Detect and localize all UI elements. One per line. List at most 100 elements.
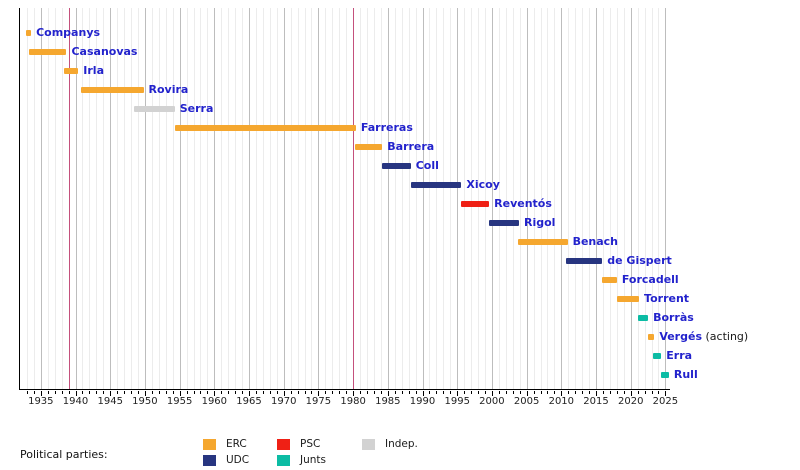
president-name: Serra [179,102,214,115]
gridline-minor [151,8,153,389]
gridline-minor [186,8,188,389]
gridline-minor [325,8,327,389]
axis-tick-minor [609,390,611,394]
axis-tick-label: 1970 [270,396,297,407]
gridline-minor [644,8,646,389]
axis-tick-minor [193,390,195,394]
bar-xicoy [410,182,462,188]
axis-tick-label: 2005 [513,396,540,407]
bar-irla [63,68,79,74]
axis-tick-minor [505,390,507,394]
axis-tick-minor [450,390,452,394]
axis-tick-minor [346,390,348,394]
gridline-minor [96,8,98,389]
legend-swatch-udc [203,454,216,466]
gridline-minor [228,8,230,389]
gridline-minor [332,8,334,389]
gridline-minor [394,8,396,389]
gridline-major [214,8,216,389]
axis-tick-major [596,390,598,396]
gridline-minor [540,8,542,389]
label-de-gispert: de Gispert [607,254,672,268]
bar-coll [382,163,411,169]
axis-tick-major [353,390,355,396]
axis-tick-label: 1995 [444,396,470,407]
label-verges: Vergés (acting) [659,330,748,344]
gridline-minor [131,8,133,389]
axis-tick-minor [512,390,514,394]
gridline-minor [478,8,480,389]
bar-rigol [489,220,519,226]
gridline-minor [589,8,591,389]
gridline-minor [346,8,348,389]
axis-tick-minor [394,390,396,394]
axis-tick-minor [436,390,438,394]
axis-tick-minor [547,390,549,394]
label-casanovas: Casanovas [71,45,137,59]
axis-tick-major [457,390,459,396]
gridline-major [75,8,77,389]
axis-tick-minor [103,390,105,394]
axis-tick-minor [554,390,556,394]
label-reventos: Reventós [494,197,552,211]
legend-item-indep-: Indep. [362,438,418,450]
legend-title: Political parties: [20,448,108,461]
gridline-major [457,8,459,389]
axis-tick-minor [151,390,153,394]
president-name: Rull [673,368,698,381]
axis-tick-label: 2000 [479,396,505,407]
axis-tick-minor [26,390,28,394]
gridline-minor [367,8,368,389]
axis-tick-label: 2020 [617,396,644,407]
president-name: Companys [36,26,101,39]
gridline-minor [512,8,514,389]
gridline-major [596,8,598,389]
bar-verges [648,334,655,340]
axis-tick-minor [484,390,486,394]
axis-tick-minor [297,390,299,394]
gridline-minor [269,8,271,389]
axis-tick-label: 1935 [28,396,54,407]
label-forcadell: Forcadell [622,273,679,287]
bar-casanovas [29,49,67,55]
president-name: Rovira [148,83,189,96]
legend-item-udc: UDC [203,454,249,466]
gridline-minor [623,8,625,389]
bar-torrent [616,296,640,302]
gridline-major [491,8,493,389]
gridline-minor [103,8,105,389]
gridline-major [422,8,424,389]
label-erra: Erra [666,349,692,363]
label-torrent: Torrent [644,292,689,306]
axis-tick-minor [276,390,278,394]
gridline-minor [582,8,584,389]
gridline-minor [575,8,577,389]
axis-tick-minor [186,390,188,394]
legend-item-psc: PSC [277,438,320,450]
label-rovira: Rovira [149,83,189,97]
axis-tick-minor [200,390,202,394]
axis-tick-minor [89,390,91,394]
legend-label: ERC [226,438,247,450]
gridline-minor [235,8,237,389]
axis-tick-label: 1990 [409,396,436,407]
bar-rull [661,372,669,378]
axis-tick-label: 2010 [548,396,575,407]
gridline-minor [568,8,570,389]
gridline-minor [276,8,278,389]
axis-tick-minor [158,390,160,394]
gridline-minor [380,8,382,389]
axis-tick-major [318,390,320,396]
axis-tick-minor [644,390,646,394]
axis-tick-minor [498,390,500,394]
president-name: Reventós [494,197,552,210]
gridline-minor [415,8,417,389]
gridline-minor [158,8,160,389]
axis-tick-minor [568,390,570,394]
axis-tick-label: 1950 [132,396,158,407]
gridline-minor [255,8,257,389]
axis-tick-minor [408,390,410,394]
label-companys: Companys [36,26,100,40]
axis-tick-major [630,390,632,396]
axis-tick-major [526,390,528,396]
